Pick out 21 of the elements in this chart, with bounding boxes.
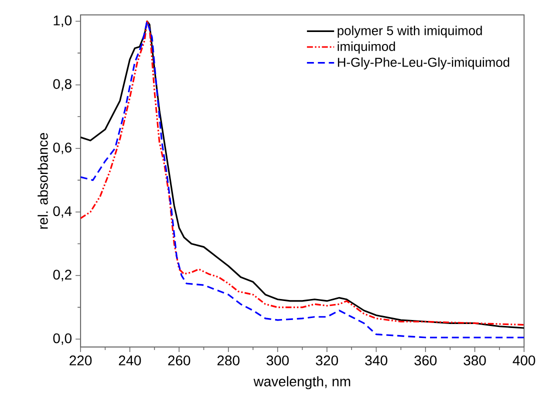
x-tick-label: 360: [414, 356, 437, 366]
y-tick-label: 1,0: [54, 16, 72, 28]
y-tick-label: 0,4: [53, 206, 72, 218]
x-tick-label: 320: [316, 356, 338, 366]
x-tick-label: 300: [266, 356, 289, 366]
x-tick-label: 380: [464, 356, 486, 366]
x-tick-label: 220: [70, 356, 92, 366]
y-axis-title: rel. absorbance: [38, 133, 48, 229]
y-tick-label: 0,8: [53, 79, 72, 91]
y-tick-label: 0,0: [53, 333, 72, 345]
x-tick-label: 240: [118, 356, 141, 366]
x-tick-label: 400: [512, 356, 536, 366]
x-tick-label: 280: [217, 356, 240, 366]
y-tick-label: 0,6: [53, 142, 72, 154]
legend-label: H-Gly-Phe-Leu-Gly-imiquimod: [338, 58, 510, 70]
x-axis-title: wavelength, nm: [254, 376, 350, 390]
legend-label: imiquimod: [338, 42, 395, 54]
x-tick-label: 260: [168, 356, 190, 366]
legend-label: polymer 5 with imiquimod: [338, 26, 482, 38]
x-tick-label: 340: [365, 356, 388, 366]
y-tick-label: 0,2: [53, 270, 72, 282]
